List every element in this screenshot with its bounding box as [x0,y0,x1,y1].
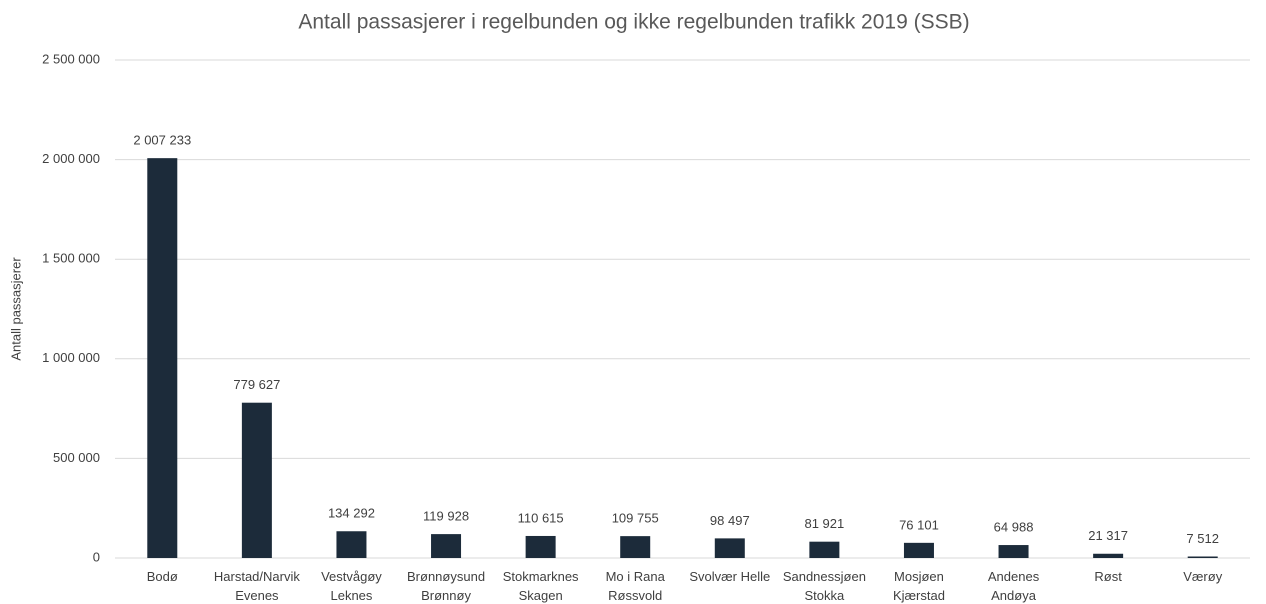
data-label: 76 101 [899,517,939,532]
bar [620,536,651,558]
bar [1187,556,1218,558]
bar [525,535,556,558]
data-label: 2 007 233 [133,133,191,148]
data-label: 134 292 [328,506,375,521]
y-tick-label: 1 000 000 [42,350,100,365]
data-label: 119 928 [423,509,469,524]
data-label: 779 627 [233,377,280,392]
data-label: 64 988 [994,519,1034,534]
bar [1093,553,1124,558]
x-tick-label: Andenes Andøya [988,569,1040,603]
x-tick-label: Mo i Rana Røssvold [606,569,666,603]
x-tick-label: Værøy [1183,569,1223,584]
chart-title: Antall passasjerer i regelbunden og ikke… [298,11,969,34]
x-tick-label: Harstad/Narvik Evenes [214,569,300,603]
y-tick-label: 0 [93,549,100,564]
y-tick-label: 2 500 000 [42,51,100,66]
y-tick-label: 1 500 000 [42,251,100,266]
x-tick-label: Vestvågøy Leknes [321,569,382,603]
data-label: 109 755 [612,511,659,526]
x-tick-label: Bodø [147,569,178,584]
x-tick-label: Røst [1094,569,1122,584]
data-label: 98 497 [710,513,750,528]
bar [336,531,367,558]
bar [998,545,1029,558]
data-label: 81 921 [804,516,844,531]
bar [241,402,272,558]
x-tick-label: Brønnøysund Brønnøy [407,569,485,603]
data-label: 110 615 [518,510,564,525]
data-label: 21 317 [1088,528,1128,543]
x-tick-label: Mosjøen Kjærstad [893,569,945,603]
y-tick-label: 2 000 000 [42,151,100,166]
y-tick-label: 500 000 [53,450,100,465]
data-label: 7 512 [1186,531,1219,546]
x-tick-label: Stokmarknes Skagen [503,569,579,603]
bar [809,541,840,558]
x-tick-label: Sandnessjøen Stokka [783,569,866,603]
bar [431,534,462,558]
y-axis-label: Antall passasjerer [8,257,23,361]
x-tick-label: Svolvær Helle [689,569,770,584]
bar [714,538,745,558]
bar [147,158,178,558]
bar [903,542,934,558]
